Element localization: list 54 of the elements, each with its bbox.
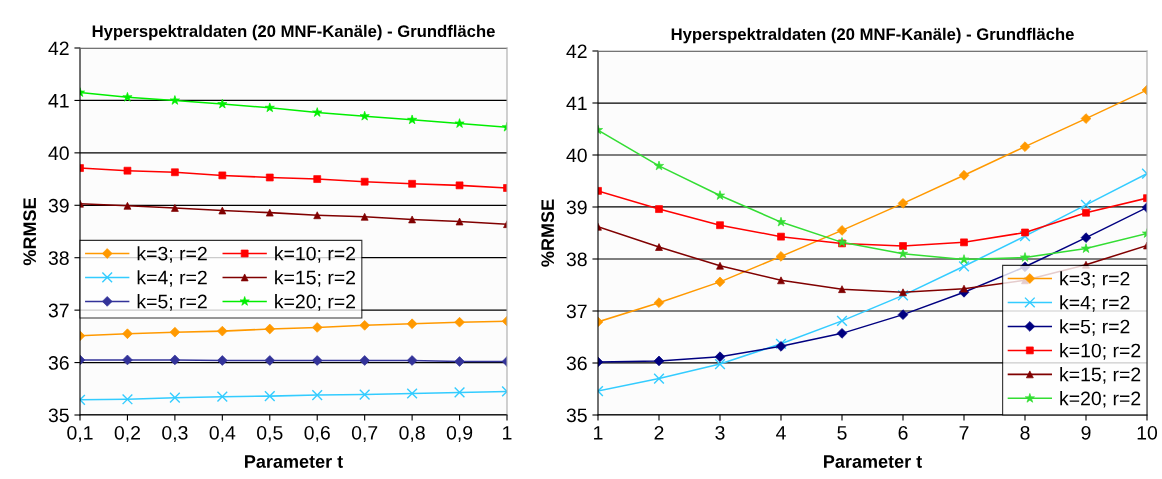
x-axis-title: Parameter t bbox=[824, 455, 922, 468]
x-tick-label: 9 bbox=[1081, 425, 1091, 440]
y-tick-label: 41 bbox=[48, 94, 69, 108]
y-tick-label: 42 bbox=[48, 41, 69, 56]
legend-label: k=4; r=2 bbox=[137, 270, 207, 287]
legend-label: k=15; r=2 bbox=[1060, 367, 1141, 384]
x-tick-label: 0,1 bbox=[67, 425, 93, 442]
y-tick-label: 40 bbox=[566, 148, 587, 163]
y-tick-label: 42 bbox=[566, 44, 587, 59]
y-axis-title: %RMSE bbox=[541, 199, 555, 267]
y-tick-label: 41 bbox=[566, 96, 587, 111]
x-tick-label: 7 bbox=[959, 426, 969, 440]
x-tick-label: 4 bbox=[776, 426, 786, 440]
x-tick-label: 0,5 bbox=[257, 425, 283, 442]
chart-title: Hyperspektraldaten (20 MNF-Kanäle) - Grundfläche bbox=[92, 24, 495, 41]
chart-title: Hyperspektraldaten (20 MNF-Kanäle) - Grundfläche bbox=[671, 27, 1074, 44]
legend-label: k=5; r=2 bbox=[1060, 319, 1130, 336]
x-tick-label: 6 bbox=[898, 425, 908, 440]
x-tick-label: 0,7 bbox=[351, 425, 378, 442]
y-tick-label: 35 bbox=[566, 408, 587, 423]
y-tick-label: 37 bbox=[48, 303, 69, 318]
legend-label: k=10; r=2 bbox=[1060, 343, 1141, 360]
y-tick-label: 36 bbox=[566, 356, 587, 371]
x-tick-label: 8 bbox=[1020, 425, 1030, 440]
y-axis-title: %RMSE bbox=[23, 198, 37, 266]
legend-label: k=10; r=2 bbox=[275, 246, 356, 263]
legend-label: k=20; r=2 bbox=[275, 294, 356, 311]
legend-label: k=4; r=2 bbox=[1060, 295, 1130, 312]
y-tick-label: 37 bbox=[566, 304, 587, 319]
y-tick-label: 39 bbox=[566, 200, 587, 215]
x-tick-label: 0,9 bbox=[446, 425, 473, 442]
x-tick-label: 1 bbox=[503, 426, 512, 440]
y-tick-label: 39 bbox=[48, 198, 69, 213]
x-axis-title: Parameter t bbox=[245, 455, 343, 468]
y-tick-label: 40 bbox=[48, 146, 69, 161]
y-tick-label: 35 bbox=[48, 408, 69, 423]
legend-label: k=15; r=2 bbox=[275, 270, 356, 287]
legend-label: k=3; r=2 bbox=[1060, 271, 1130, 288]
x-tick-label: 0,3 bbox=[162, 425, 188, 442]
legend-label: k=20; r=2 bbox=[1060, 391, 1141, 408]
x-tick-label: 0,6 bbox=[304, 425, 330, 442]
legend-label: k=5; r=2 bbox=[137, 294, 207, 311]
x-tick-label: 0,8 bbox=[399, 425, 425, 442]
x-tick-label: 5 bbox=[837, 426, 847, 440]
x-tick-label: 0,2 bbox=[114, 425, 140, 442]
legend-label: k=3; r=2 bbox=[137, 246, 207, 263]
y-tick-label: 38 bbox=[566, 252, 587, 267]
x-tick-label: 10 bbox=[1137, 425, 1158, 440]
y-tick-label: 36 bbox=[48, 356, 69, 370]
x-tick-label: 2 bbox=[654, 425, 664, 440]
x-tick-label: 0,4 bbox=[209, 425, 236, 442]
x-tick-label: 1 bbox=[594, 426, 603, 440]
y-tick-label: 38 bbox=[48, 251, 69, 265]
x-tick-label: 3 bbox=[715, 425, 725, 440]
